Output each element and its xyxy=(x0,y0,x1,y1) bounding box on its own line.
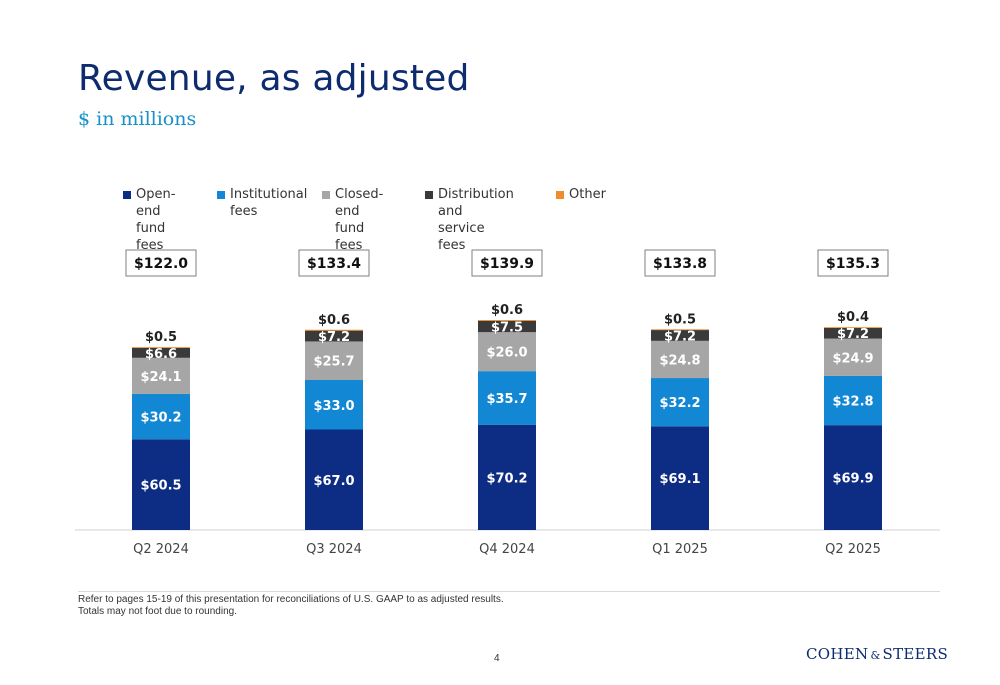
data-label-closed-end-fund-fees-q2-2024: $24.1 xyxy=(140,370,181,385)
bar-institutional-fees-q4-2024 xyxy=(478,371,536,425)
bar-other-q2-2024 xyxy=(132,347,190,348)
logo-text-left: COHEN xyxy=(806,645,869,663)
bar-open-end-fund-fees-q2-2024 xyxy=(132,439,190,530)
data-label-institutional-fees-q2-2024: $30.2 xyxy=(140,411,181,426)
x-tick-label-q3-2024: Q3 2024 xyxy=(306,542,362,557)
bar-closed-end-fund-fees-q1-2025 xyxy=(651,340,709,379)
bar-closed-end-fund-fees-q2-2025 xyxy=(824,338,882,376)
data-label-institutional-fees-q2-2025: $32.8 xyxy=(832,395,873,410)
data-label-closed-end-fund-fees-q4-2024: $26.0 xyxy=(486,346,527,361)
total-label-q2-2024: $122.0 xyxy=(134,256,188,272)
data-label-open-end-fund-fees-q2-2024: $60.5 xyxy=(140,479,181,494)
data-label-closed-end-fund-fees-q3-2024: $25.7 xyxy=(313,355,354,370)
bar-open-end-fund-fees-q2-2025 xyxy=(824,425,882,530)
legend-label-other: Other xyxy=(569,187,606,202)
data-label-closed-end-fund-fees-q1-2025: $24.8 xyxy=(659,353,700,368)
x-tick-label-q4-2024: Q4 2024 xyxy=(479,542,535,557)
total-label-q2-2025: $135.3 xyxy=(826,256,880,272)
legend-swatch-open-end xyxy=(123,191,131,199)
company-logo: COHEN & STEERS xyxy=(806,645,948,663)
legend-swatch-distribution xyxy=(425,191,433,199)
data-label-other-q2-2025: $0.4 xyxy=(837,310,869,325)
data-label-other-q2-2024: $0.5 xyxy=(145,330,177,345)
x-tick-label-q1-2025: Q1 2025 xyxy=(652,542,708,557)
data-label-institutional-fees-q3-2024: $33.0 xyxy=(313,399,354,414)
x-tick-label-q2-2025: Q2 2025 xyxy=(825,542,881,557)
bar-other-q1-2025 xyxy=(651,329,709,331)
data-label-open-end-fund-fees-q3-2024: $67.0 xyxy=(313,474,354,489)
total-label-q4-2024: $139.9 xyxy=(480,256,534,272)
data-label-distribution-and-service-fees-q1-2025: $7.2 xyxy=(664,329,696,344)
total-box-q3-2024 xyxy=(298,249,370,277)
data-label-distribution-and-service-fees-q2-2025: $7.2 xyxy=(837,327,869,342)
bar-other-q4-2024 xyxy=(478,320,536,321)
bar-distribution-and-service-fees-q1-2025 xyxy=(651,330,709,341)
legend-swatch-closed-end xyxy=(322,191,330,199)
logo-text-right: STEERS xyxy=(882,645,949,663)
bar-open-end-fund-fees-q4-2024 xyxy=(478,424,536,530)
data-label-open-end-fund-fees-q4-2024: $70.2 xyxy=(486,471,527,486)
total-label-q1-2025: $133.8 xyxy=(653,256,707,272)
data-label-open-end-fund-fees-q2-2025: $69.9 xyxy=(832,472,873,487)
footnote: Refer to pages 15-19 of this presentatio… xyxy=(78,594,504,618)
total-box-q4-2024 xyxy=(471,249,543,277)
legend-swatch-other xyxy=(556,191,564,199)
data-label-other-q4-2024: $0.6 xyxy=(491,303,523,318)
bar-other-q2-2025 xyxy=(824,327,882,328)
logo-ampersand: & xyxy=(870,649,881,662)
footnote-line-2: Totals may not foot due to rounding. xyxy=(78,606,237,617)
bar-closed-end-fund-fees-q3-2024 xyxy=(305,341,363,380)
data-label-open-end-fund-fees-q1-2025: $69.1 xyxy=(659,472,700,487)
data-label-institutional-fees-q1-2025: $32.2 xyxy=(659,396,700,411)
bar-distribution-and-service-fees-q2-2025 xyxy=(824,327,882,339)
data-label-institutional-fees-q4-2024: $35.7 xyxy=(486,392,527,407)
bar-closed-end-fund-fees-q4-2024 xyxy=(478,332,536,372)
page-number: 4 xyxy=(494,653,500,664)
total-box-q2-2025 xyxy=(817,249,889,277)
bar-institutional-fees-q3-2024 xyxy=(305,380,363,430)
bar-institutional-fees-q1-2025 xyxy=(651,378,709,427)
page-subtitle: $ in millions xyxy=(78,108,197,130)
data-label-distribution-and-service-fees-q2-2024: $6.6 xyxy=(145,347,177,362)
chart-legend: Open-end fund fees Institutional fees Cl… xyxy=(0,186,1000,253)
total-box-q2-2024 xyxy=(125,249,197,277)
legend-label-closed-end: Closed-end fund fees xyxy=(335,187,384,253)
page-title: Revenue, as adjusted xyxy=(78,58,470,99)
legend-swatch-institutional xyxy=(217,191,225,199)
data-label-closed-end-fund-fees-q2-2025: $24.9 xyxy=(832,351,873,366)
bar-other-q3-2024 xyxy=(305,329,363,331)
stacked-bar-chart: $60.5 $30.2 $24.1 $6.6 $0.5 Q2 2024 $122.0 $67.… xyxy=(75,249,940,557)
bar-open-end-fund-fees-q1-2025 xyxy=(651,426,709,530)
data-label-distribution-and-service-fees-q3-2024: $7.2 xyxy=(318,330,350,345)
total-label-q3-2024: $133.4 xyxy=(307,256,361,272)
footnote-divider xyxy=(78,591,940,592)
legend-label-distribution: Distribution and service fees xyxy=(438,187,514,253)
total-box-q1-2025 xyxy=(644,249,716,277)
bar-distribution-and-service-fees-q2-2024 xyxy=(132,347,190,358)
legend-label-open-end: Open-end fund fees xyxy=(136,187,176,253)
bar-closed-end-fund-fees-q2-2024 xyxy=(132,357,190,394)
bar-institutional-fees-q2-2024 xyxy=(132,393,190,440)
bar-distribution-and-service-fees-q3-2024 xyxy=(305,330,363,342)
data-label-distribution-and-service-fees-q4-2024: $7.5 xyxy=(491,321,523,336)
x-tick-label-q2-2024: Q2 2024 xyxy=(133,542,189,557)
legend-label-institutional: Institutional fees xyxy=(230,187,308,219)
data-label-other-q1-2025: $0.5 xyxy=(664,312,696,327)
footnote-line-1: Refer to pages 15-19 of this presentatio… xyxy=(78,594,504,605)
data-label-other-q3-2024: $0.6 xyxy=(318,313,350,328)
bar-open-end-fund-fees-q3-2024 xyxy=(305,429,363,530)
bar-institutional-fees-q2-2025 xyxy=(824,375,882,426)
bar-distribution-and-service-fees-q4-2024 xyxy=(478,320,536,333)
